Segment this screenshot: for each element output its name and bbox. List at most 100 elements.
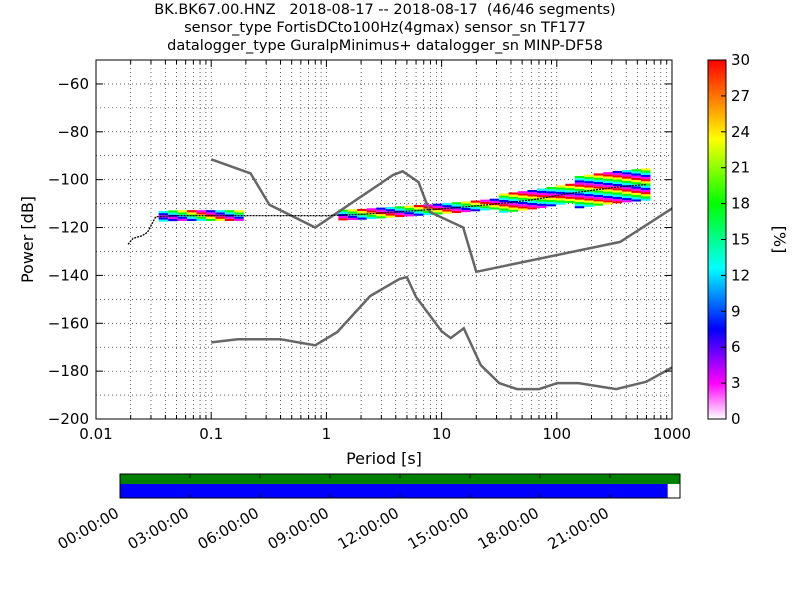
heatmap-cell: [603, 185, 613, 188]
heatmap-cell: [385, 215, 396, 218]
heatmap-cell: [385, 213, 396, 216]
heatmap-cell: [584, 194, 594, 197]
heatmap-cell: [565, 185, 575, 189]
heatmap-cell: [527, 207, 537, 210]
heatmap-cell: [404, 205, 415, 208]
availability-track-green: [120, 474, 680, 484]
heatmap-cell: [366, 214, 377, 217]
heatmap-cell: [234, 210, 244, 213]
heatmap-cell: [631, 195, 641, 198]
heatmap-cell: [622, 193, 632, 196]
heatmap-cell: [168, 210, 178, 213]
heatmap-cell: [612, 188, 623, 191]
heatmap-cell: [593, 173, 604, 176]
colorbar-tick-label: 9: [731, 302, 741, 320]
heatmap-cell: [404, 214, 415, 217]
heatmap-cell: [423, 210, 433, 213]
heatmap-cell: [385, 211, 396, 214]
heatmap-cell: [357, 208, 367, 212]
heatmap-cell: [603, 195, 613, 199]
heatmap-cell: [603, 176, 613, 179]
heatmap-cell: [518, 191, 528, 194]
heatmap-cell: [640, 174, 651, 177]
heatmap-cell: [499, 206, 509, 209]
heatmap-cell: [518, 204, 528, 207]
heatmap-cell: [584, 176, 594, 179]
heatmap-cell: [603, 172, 613, 175]
heatmap-cell: [536, 199, 547, 202]
heatmap-cell: [205, 212, 216, 215]
heatmap-cell: [574, 201, 585, 204]
timeline-tick-label: 18:00:00: [475, 504, 542, 553]
heatmap-cell: [612, 170, 623, 174]
heatmap-cell: [432, 210, 443, 213]
y-axis-label: Power [dB]: [18, 196, 37, 283]
heatmap-cell: [508, 192, 519, 195]
heatmap-cell: [593, 194, 604, 198]
heatmap-cell: [612, 177, 623, 180]
heatmap-cell: [347, 211, 358, 214]
heatmap-cell: [631, 186, 641, 189]
heatmap-cell: [234, 216, 244, 219]
heatmap-cell: [546, 191, 556, 194]
heatmap-cell: [612, 196, 623, 199]
heatmap-cell: [622, 198, 632, 201]
colorbar-tick-label: 24: [731, 123, 750, 141]
heatmap-cell: [584, 202, 594, 205]
y-tick-label: −160: [48, 314, 89, 332]
heatmap-cell: [187, 218, 197, 221]
heatmap-cell: [593, 201, 604, 204]
noise-models: [210, 158, 673, 391]
heatmap-cell: [376, 209, 386, 212]
heatmap-cell: [385, 206, 396, 210]
heatmap-cell: [347, 217, 358, 221]
heatmap-cell: [357, 215, 367, 218]
heatmap-cell: [480, 201, 490, 204]
heatmap-cell: [432, 207, 443, 211]
heatmap-cell: [603, 191, 613, 194]
heatmap-cell: [177, 218, 188, 221]
heatmap-cell: [640, 168, 651, 171]
heatmap-cell: [631, 192, 641, 196]
heatmap-cell: [527, 196, 537, 199]
heatmap-cell: [603, 180, 613, 183]
heatmap-cell: [461, 207, 471, 211]
heatmap-cell: [196, 216, 206, 219]
heatmap-cell: [612, 179, 623, 182]
heatmap-cell: [546, 199, 556, 203]
colorbar-tick-label: 3: [731, 374, 741, 392]
heatmap-cell: [499, 208, 509, 211]
timeline-tick-label: 06:00:00: [195, 504, 262, 553]
colorbar-ticks: 0 3 6 9 12 15 18 21 24 27 30: [721, 51, 750, 428]
heatmap-cell: [622, 174, 632, 177]
heatmap-cell: [414, 213, 424, 216]
heatmap-cell: [432, 212, 443, 215]
heatmap-cell: [338, 218, 348, 221]
heatmap-cell: [622, 170, 632, 173]
y-tick-label: −100: [48, 171, 89, 189]
chart-title-line-1: BK.BK67.00.HNZ 2018-08-17 -- 2018-08-17 …: [154, 2, 616, 18]
heatmap-cell: [357, 217, 367, 220]
heatmap-cell: [593, 186, 604, 189]
heatmap-cell: [536, 195, 547, 198]
heatmap-cell: [640, 192, 651, 195]
heatmap-cell: [546, 204, 556, 207]
heatmap-cell: [546, 197, 556, 200]
heatmap-cell: [187, 216, 197, 219]
heatmap-cell: [499, 195, 509, 198]
heatmap-cell: [622, 191, 632, 194]
heatmap-cell: [205, 218, 216, 221]
heatmap-cell: [234, 212, 244, 215]
heatmap-cell: [470, 209, 481, 212]
heatmap-cell: [527, 194, 537, 197]
heatmap-cell: [187, 212, 197, 215]
heatmap-cell: [546, 195, 556, 198]
heatmap-cell: [508, 196, 519, 199]
heatmap-cell: [536, 188, 547, 191]
heatmap-cell: [574, 193, 585, 196]
heatmap-cell: [499, 204, 509, 207]
heatmap-cell: [555, 185, 566, 188]
heatmap-cell: [612, 194, 623, 197]
heatmap-cell: [565, 188, 575, 191]
